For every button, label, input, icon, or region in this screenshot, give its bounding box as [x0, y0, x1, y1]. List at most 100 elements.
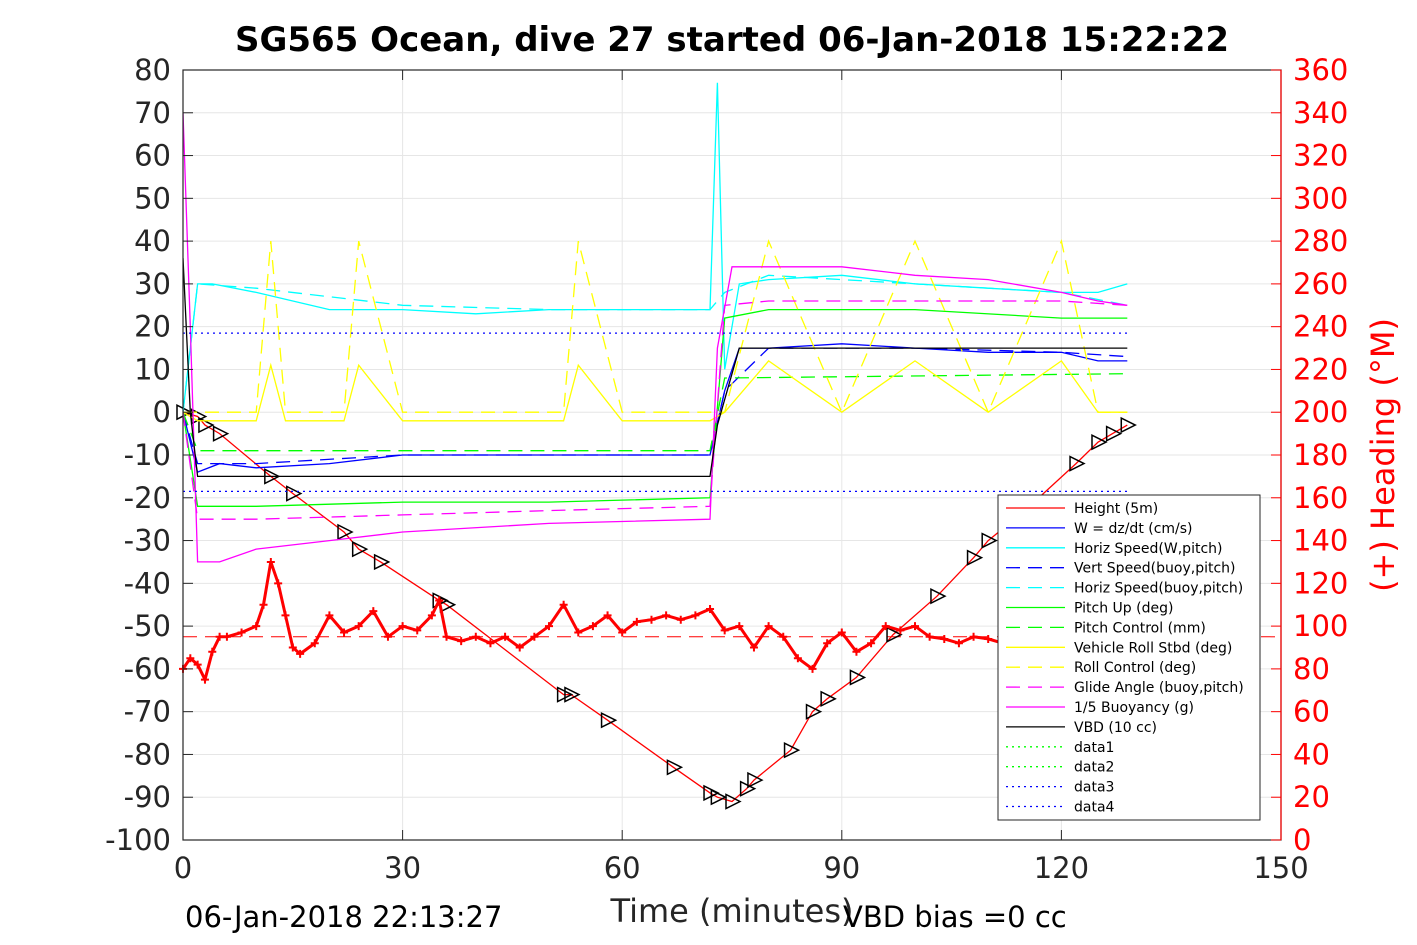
heading-marker	[676, 615, 685, 624]
heading-marker	[618, 628, 627, 637]
y-tick-label: -10	[124, 438, 171, 472]
legend-label: data3	[1074, 780, 1114, 796]
heading-marker	[413, 626, 422, 635]
x-tick-label: 30	[384, 851, 421, 885]
heading-marker	[735, 622, 744, 631]
legend-label: Roll Control (deg)	[1074, 660, 1196, 676]
heading-marker	[808, 664, 817, 673]
heading-marker	[435, 596, 444, 605]
legend-label: Pitch Control (mm)	[1074, 620, 1206, 636]
heading-marker	[274, 579, 283, 588]
y2-tick-label: 260	[1293, 267, 1348, 301]
legend-box	[997, 494, 1261, 821]
y2-tick-label: 180	[1293, 438, 1348, 472]
series-line	[183, 112, 1128, 563]
height-marker	[373, 553, 391, 571]
y2-tick-label: 80	[1293, 652, 1330, 686]
legend-label: data4	[1074, 800, 1115, 816]
height-marker	[981, 532, 998, 549]
heading-marker	[383, 632, 392, 641]
height-marker	[666, 759, 684, 776]
height-marker	[966, 549, 984, 566]
heading-marker	[200, 675, 209, 684]
heading-marker	[259, 600, 268, 609]
y2-tick-label: 220	[1293, 352, 1348, 386]
heading-marker	[793, 654, 802, 663]
y2-tick-label: 280	[1293, 224, 1348, 258]
y-tick-label: 10	[134, 352, 171, 386]
y2-tick-label: 60	[1293, 695, 1330, 729]
y2-tick-label: 300	[1293, 181, 1348, 215]
footer-vbd-bias: VBD bias =0 cc	[843, 900, 1067, 934]
x-tick-label: 90	[823, 851, 860, 885]
heading-marker	[691, 611, 700, 620]
height-marker	[286, 485, 303, 502]
series-line	[183, 274, 1128, 413]
height-marker	[564, 686, 581, 703]
y2-axis-label: (+) Heading (°M)	[1364, 318, 1402, 592]
y-tick-label: -90	[124, 780, 171, 814]
legend-label: data2	[1074, 760, 1114, 776]
heading-marker	[325, 611, 334, 620]
heading-marker	[288, 643, 297, 652]
series-line	[183, 359, 1128, 422]
heading-marker	[515, 643, 524, 652]
heading-marker	[706, 605, 715, 613]
x-tick-label: 60	[604, 851, 641, 885]
heading-marker	[354, 622, 363, 631]
heading-marker	[779, 632, 788, 641]
y2-tick-label: 360	[1293, 53, 1348, 87]
heading-line	[183, 561, 1004, 684]
heading-marker	[215, 632, 224, 641]
y2-tick-label: 160	[1293, 481, 1348, 515]
height-marker	[747, 771, 764, 789]
heading-marker	[837, 628, 846, 637]
heading-marker	[749, 643, 758, 652]
heading-marker	[340, 628, 349, 637]
heading-marker	[369, 607, 378, 616]
heading-marker	[823, 639, 832, 648]
heading-marker	[457, 637, 466, 646]
y-tick-label: 60	[134, 139, 171, 173]
heading-marker	[867, 639, 876, 648]
heading-marker	[530, 632, 539, 641]
heading-marker	[925, 632, 934, 641]
heading-marker	[310, 639, 319, 648]
y2-tick-label: 240	[1293, 310, 1348, 344]
heading-marker	[427, 611, 436, 620]
heading-marker	[969, 632, 978, 641]
heading-marker	[222, 632, 231, 641]
y-tick-label: -30	[124, 524, 171, 558]
y-tick-label: -50	[124, 609, 171, 643]
chart-title: SG565 Ocean, dive 27 started 06-Jan-2018…	[235, 20, 1229, 60]
series-line	[183, 258, 1128, 478]
series-line	[183, 238, 1128, 414]
height-marker	[930, 587, 947, 605]
height-marker	[337, 523, 354, 541]
height-marker	[725, 793, 742, 810]
series-line	[183, 347, 1128, 465]
legend-label: Glide Angle (buoy,pitch)	[1074, 680, 1244, 696]
heading-marker	[486, 639, 495, 648]
y-tick-label: -80	[124, 737, 171, 771]
y2-tick-label: 0	[1293, 823, 1311, 857]
heading-marker	[398, 622, 407, 631]
y-tick-label: 0	[153, 395, 171, 429]
height-marker	[198, 416, 215, 434]
y2-tick-label: 200	[1293, 395, 1348, 429]
height-marker	[351, 540, 369, 558]
heading-marker	[588, 622, 597, 631]
height-marker	[783, 741, 801, 759]
legend: Height (5m) W = dz/dt (cm/s) Horiz Speed(W…	[997, 494, 1261, 821]
x-axis-label: Time (minutes)	[610, 892, 854, 930]
heading-marker	[662, 611, 671, 620]
heading-marker	[632, 617, 641, 626]
heading-marker	[896, 626, 905, 635]
heading-marker	[764, 622, 773, 631]
height-marker	[1105, 425, 1123, 442]
y-tick-label: -20	[124, 481, 171, 515]
heading-marker	[881, 622, 890, 631]
heading-marker	[984, 634, 993, 643]
legend-label: VBD (10 cc)	[1074, 720, 1157, 736]
